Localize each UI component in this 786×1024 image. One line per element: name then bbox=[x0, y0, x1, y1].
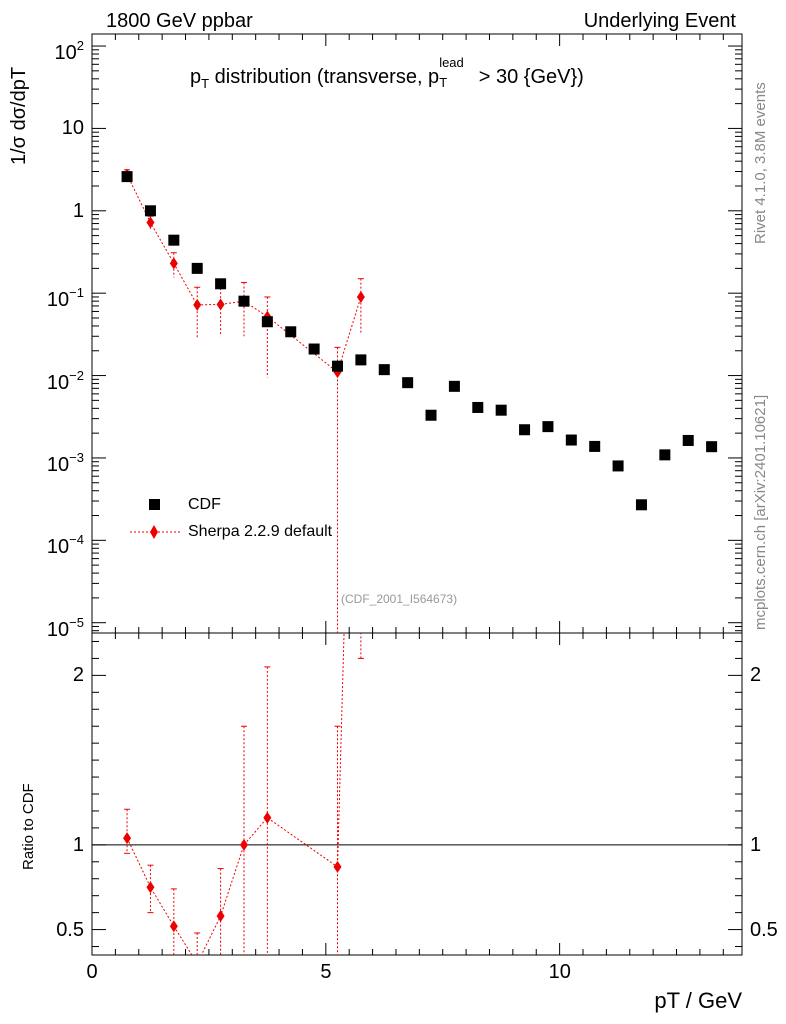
ratio-y-tick-label-left: 2 bbox=[72, 664, 84, 687]
x-tick-label: 5 bbox=[320, 961, 332, 983]
y-tick-label: 10−2 bbox=[46, 367, 84, 394]
header-right-label: Underlying Event bbox=[583, 10, 736, 32]
y-tick-label: 10 bbox=[61, 117, 84, 140]
ratio-point bbox=[333, 860, 342, 873]
ratio-point bbox=[146, 881, 155, 894]
legend-marker-sherpa bbox=[150, 525, 158, 539]
plot-title: pT distribution (transverse, p lead T > 30… bbox=[190, 55, 584, 91]
y-tick-label: 1 bbox=[72, 199, 84, 222]
data-point bbox=[285, 326, 297, 338]
data-point bbox=[589, 440, 601, 452]
data-point bbox=[659, 449, 671, 461]
legend-label-sherpa: Sherpa 2.2.9 default bbox=[188, 523, 333, 540]
mc-point bbox=[193, 298, 202, 311]
y-tick-label: 102 bbox=[54, 38, 84, 65]
data-point bbox=[472, 401, 484, 413]
data-point bbox=[565, 434, 577, 446]
y-tick-label: 10−3 bbox=[46, 449, 84, 476]
x-axis-title: pT / GeV bbox=[654, 988, 742, 1013]
data-point bbox=[495, 404, 507, 416]
legend-label-cdf: CDF bbox=[188, 496, 221, 513]
analysis-id-label: (CDF_2001_I564673) bbox=[341, 592, 458, 606]
ratio-point bbox=[216, 910, 225, 923]
data-point bbox=[215, 278, 227, 290]
ratio-point bbox=[263, 811, 272, 824]
data-point bbox=[168, 234, 180, 246]
data-point bbox=[519, 424, 531, 436]
mc-line bbox=[126, 174, 362, 373]
ratio-point bbox=[193, 957, 201, 969]
data-point bbox=[682, 434, 694, 446]
data-point bbox=[542, 421, 554, 433]
data-point bbox=[706, 441, 718, 453]
data-point bbox=[355, 354, 367, 366]
x-tick-label: 10 bbox=[548, 961, 571, 983]
mc-point bbox=[146, 216, 155, 229]
ratio-y-tick-label-left: 1 bbox=[72, 833, 84, 856]
y-tick-label: 10−4 bbox=[46, 532, 84, 559]
ratio-y-tick-label-right: 0.5 bbox=[750, 918, 778, 941]
y-tick-label: 10−1 bbox=[46, 285, 84, 312]
ratio-plot-frame bbox=[91, 632, 743, 956]
data-point bbox=[191, 262, 203, 274]
data-point bbox=[612, 460, 624, 472]
data-point bbox=[402, 377, 414, 389]
mc-point bbox=[216, 298, 225, 311]
data-point bbox=[448, 380, 460, 392]
data-point bbox=[378, 364, 390, 376]
data-point bbox=[425, 409, 437, 421]
ratio-point bbox=[123, 832, 132, 845]
legend-marker-cdf bbox=[149, 499, 160, 510]
ratio-point bbox=[169, 920, 178, 933]
mc-point bbox=[169, 257, 178, 270]
ratio-point bbox=[239, 838, 248, 851]
ratio-y-tick-label-right: 2 bbox=[750, 664, 762, 687]
data-point bbox=[332, 360, 344, 372]
data-point bbox=[308, 343, 320, 355]
main-plot-frame bbox=[91, 33, 743, 634]
ratio-point bbox=[357, 25, 365, 37]
data-point bbox=[261, 316, 273, 328]
data-point bbox=[121, 171, 133, 183]
data-point bbox=[238, 295, 250, 307]
mc-series-main bbox=[123, 168, 365, 633]
ratio-y-tick-label-left: 0.5 bbox=[56, 918, 84, 941]
header-left-label: 1800 GeV ppbar bbox=[106, 10, 253, 32]
x-tick-label: 0 bbox=[86, 961, 98, 983]
ratio-series bbox=[123, 25, 365, 969]
data-point bbox=[144, 205, 156, 217]
mc-point bbox=[356, 290, 365, 303]
ratio-y-tick-label-right: 1 bbox=[750, 833, 762, 856]
y-tick-label: 10−5 bbox=[46, 614, 84, 641]
data-point bbox=[635, 499, 647, 511]
